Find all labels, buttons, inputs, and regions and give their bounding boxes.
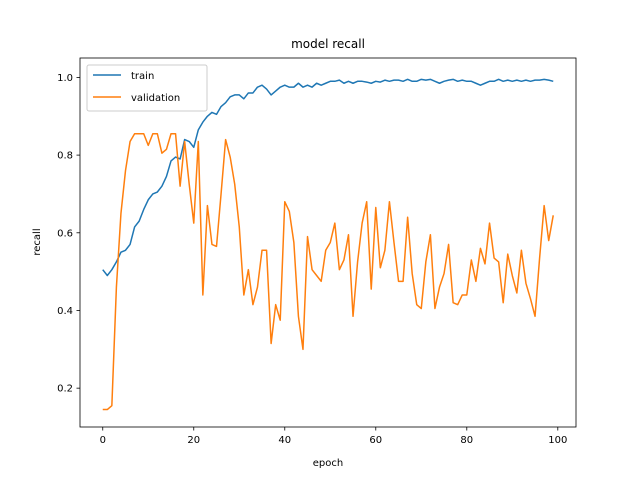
legend-box (86, 64, 208, 112)
y-tick-label: 0.2 (57, 384, 73, 395)
y-tick-label: 0.8 (57, 151, 73, 162)
legend-label-validation: validation (131, 93, 180, 104)
series-line-validation (102, 132, 554, 411)
y-tick-label: 1.0 (57, 73, 73, 84)
x-tick-label: 60 (369, 435, 382, 446)
x-tick-label: 80 (460, 435, 473, 446)
x-tick-label: 0 (100, 435, 106, 446)
legend-label-train: train (131, 71, 154, 82)
y-axis-label: recall (32, 228, 43, 255)
y-axis: 0.2 0.4 0.6 0.8 1.0 (57, 73, 80, 395)
plot-frame (79, 57, 577, 428)
y-tick-label: 0.6 (57, 228, 73, 239)
x-tick-label: 100 (548, 435, 567, 446)
plot-area (102, 78, 554, 411)
y-tick-label: 0.4 (57, 306, 73, 317)
legend: train validation (86, 64, 208, 112)
x-axis-label: epoch (313, 458, 343, 469)
x-tick-label: 20 (187, 435, 200, 446)
chart-title: model recall (291, 37, 365, 51)
x-axis: 0 20 40 60 80 100 (100, 427, 567, 446)
x-tick-label: 40 (278, 435, 291, 446)
